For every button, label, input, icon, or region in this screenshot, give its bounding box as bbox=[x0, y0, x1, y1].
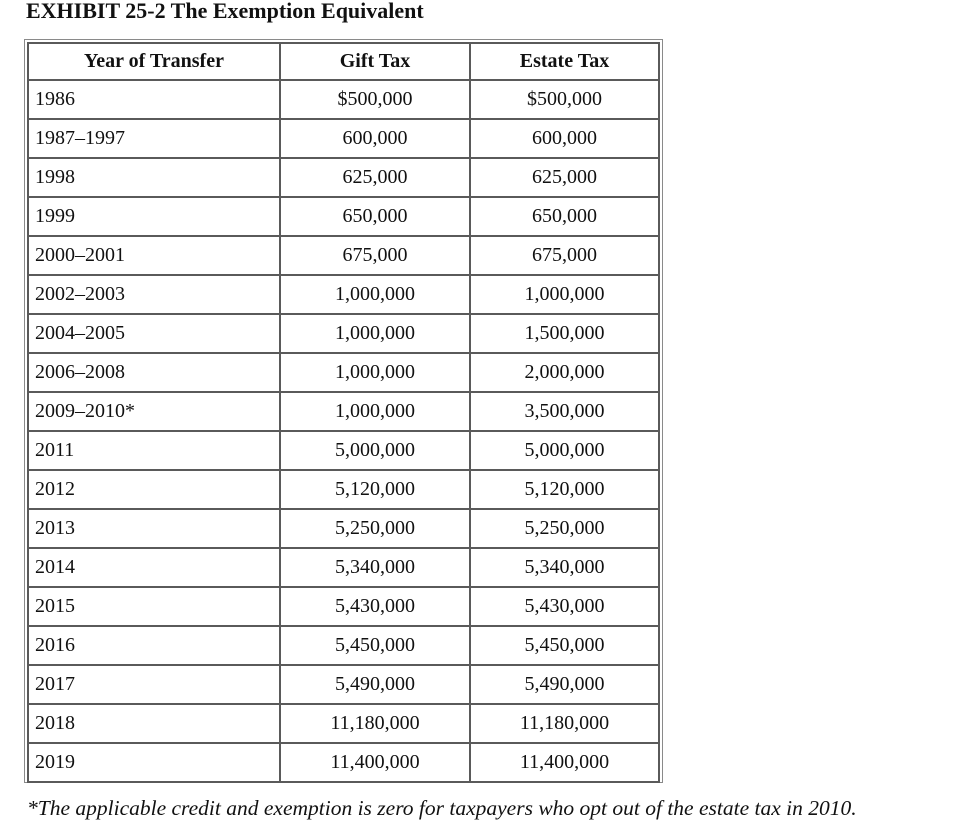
year-cell: 2002–2003 bbox=[27, 276, 281, 315]
exemption-table: Year of Transfer Gift Tax Estate Tax 198… bbox=[27, 42, 660, 783]
table-row: 2014 5,340,000 5,340,000 bbox=[27, 549, 660, 588]
estate-tax-cell: 5,000,000 bbox=[471, 432, 660, 471]
year-cell: 2004–2005 bbox=[27, 315, 281, 354]
year-cell: 2014 bbox=[27, 549, 281, 588]
footnote: *The applicable credit and exemption is … bbox=[27, 796, 857, 820]
gift-tax-cell: 11,400,000 bbox=[281, 744, 471, 783]
year-cell: 2006–2008 bbox=[27, 354, 281, 393]
header-gift-tax: Gift Tax bbox=[281, 42, 471, 81]
gift-tax-cell: 625,000 bbox=[281, 159, 471, 198]
table-row: 1998 625,000 625,000 bbox=[27, 159, 660, 198]
year-cell: 1987–1997 bbox=[27, 120, 281, 159]
gift-tax-cell: 5,000,000 bbox=[281, 432, 471, 471]
table-row: 2000–2001 675,000 675,000 bbox=[27, 237, 660, 276]
table-row: 2011 5,000,000 5,000,000 bbox=[27, 432, 660, 471]
year-cell: 2009–2010* bbox=[27, 393, 281, 432]
table-body: 1986 $500,000 $500,000 1987–1997 600,000 600,… bbox=[27, 81, 660, 783]
year-cell: 2015 bbox=[27, 588, 281, 627]
estate-tax-cell: 11,400,000 bbox=[471, 744, 660, 783]
gift-tax-cell: 1,000,000 bbox=[281, 354, 471, 393]
estate-tax-cell: 5,450,000 bbox=[471, 627, 660, 666]
gift-tax-cell: 5,450,000 bbox=[281, 627, 471, 666]
table-row: 2015 5,430,000 5,430,000 bbox=[27, 588, 660, 627]
gift-tax-cell: 1,000,000 bbox=[281, 276, 471, 315]
year-cell: 2018 bbox=[27, 705, 281, 744]
gift-tax-cell: 675,000 bbox=[281, 237, 471, 276]
table-row: 2004–2005 1,000,000 1,500,000 bbox=[27, 315, 660, 354]
header-row: Year of Transfer Gift Tax Estate Tax bbox=[27, 42, 660, 81]
table-row: 2017 5,490,000 5,490,000 bbox=[27, 666, 660, 705]
estate-tax-cell: 675,000 bbox=[471, 237, 660, 276]
gift-tax-cell: 5,250,000 bbox=[281, 510, 471, 549]
estate-tax-cell: 5,490,000 bbox=[471, 666, 660, 705]
year-cell: 2016 bbox=[27, 627, 281, 666]
gift-tax-cell: 600,000 bbox=[281, 120, 471, 159]
estate-tax-cell: 11,180,000 bbox=[471, 705, 660, 744]
table-row: 2012 5,120,000 5,120,000 bbox=[27, 471, 660, 510]
gift-tax-cell: 5,430,000 bbox=[281, 588, 471, 627]
gift-tax-cell: 1,000,000 bbox=[281, 393, 471, 432]
year-cell: 1998 bbox=[27, 159, 281, 198]
estate-tax-cell: 625,000 bbox=[471, 159, 660, 198]
table-row: 2016 5,450,000 5,450,000 bbox=[27, 627, 660, 666]
gift-tax-cell: 1,000,000 bbox=[281, 315, 471, 354]
table-row: 1987–1997 600,000 600,000 bbox=[27, 120, 660, 159]
table-row: 1986 $500,000 $500,000 bbox=[27, 81, 660, 120]
year-cell: 2011 bbox=[27, 432, 281, 471]
gift-tax-cell: $500,000 bbox=[281, 81, 471, 120]
estate-tax-cell: 5,340,000 bbox=[471, 549, 660, 588]
table-row: 2006–2008 1,000,000 2,000,000 bbox=[27, 354, 660, 393]
year-cell: 2000–2001 bbox=[27, 237, 281, 276]
estate-tax-cell: 650,000 bbox=[471, 198, 660, 237]
estate-tax-cell: 2,000,000 bbox=[471, 354, 660, 393]
gift-tax-cell: 5,120,000 bbox=[281, 471, 471, 510]
gift-tax-cell: 11,180,000 bbox=[281, 705, 471, 744]
table-row: 2002–2003 1,000,000 1,000,000 bbox=[27, 276, 660, 315]
table-row: 2019 11,400,000 11,400,000 bbox=[27, 744, 660, 783]
year-cell: 2012 bbox=[27, 471, 281, 510]
year-cell: 2013 bbox=[27, 510, 281, 549]
table-row: 2009–2010* 1,000,000 3,500,000 bbox=[27, 393, 660, 432]
estate-tax-cell: 3,500,000 bbox=[471, 393, 660, 432]
estate-tax-cell: 1,000,000 bbox=[471, 276, 660, 315]
year-cell: 1999 bbox=[27, 198, 281, 237]
table-header: Year of Transfer Gift Tax Estate Tax bbox=[27, 42, 660, 81]
estate-tax-cell: 5,430,000 bbox=[471, 588, 660, 627]
estate-tax-cell: 5,250,000 bbox=[471, 510, 660, 549]
estate-tax-cell: 600,000 bbox=[471, 120, 660, 159]
table-row: 2013 5,250,000 5,250,000 bbox=[27, 510, 660, 549]
exhibit-title: EXHIBIT 25-2 The Exemption Equivalent bbox=[26, 0, 424, 23]
exemption-table-frame: Year of Transfer Gift Tax Estate Tax 198… bbox=[24, 39, 663, 783]
year-cell: 2017 bbox=[27, 666, 281, 705]
table-row: 1999 650,000 650,000 bbox=[27, 198, 660, 237]
year-cell: 2019 bbox=[27, 744, 281, 783]
gift-tax-cell: 650,000 bbox=[281, 198, 471, 237]
year-cell: 1986 bbox=[27, 81, 281, 120]
estate-tax-cell: $500,000 bbox=[471, 81, 660, 120]
gift-tax-cell: 5,340,000 bbox=[281, 549, 471, 588]
estate-tax-cell: 5,120,000 bbox=[471, 471, 660, 510]
table-row: 2018 11,180,000 11,180,000 bbox=[27, 705, 660, 744]
header-estate-tax: Estate Tax bbox=[471, 42, 660, 81]
header-year-of-transfer: Year of Transfer bbox=[27, 42, 281, 81]
gift-tax-cell: 5,490,000 bbox=[281, 666, 471, 705]
estate-tax-cell: 1,500,000 bbox=[471, 315, 660, 354]
